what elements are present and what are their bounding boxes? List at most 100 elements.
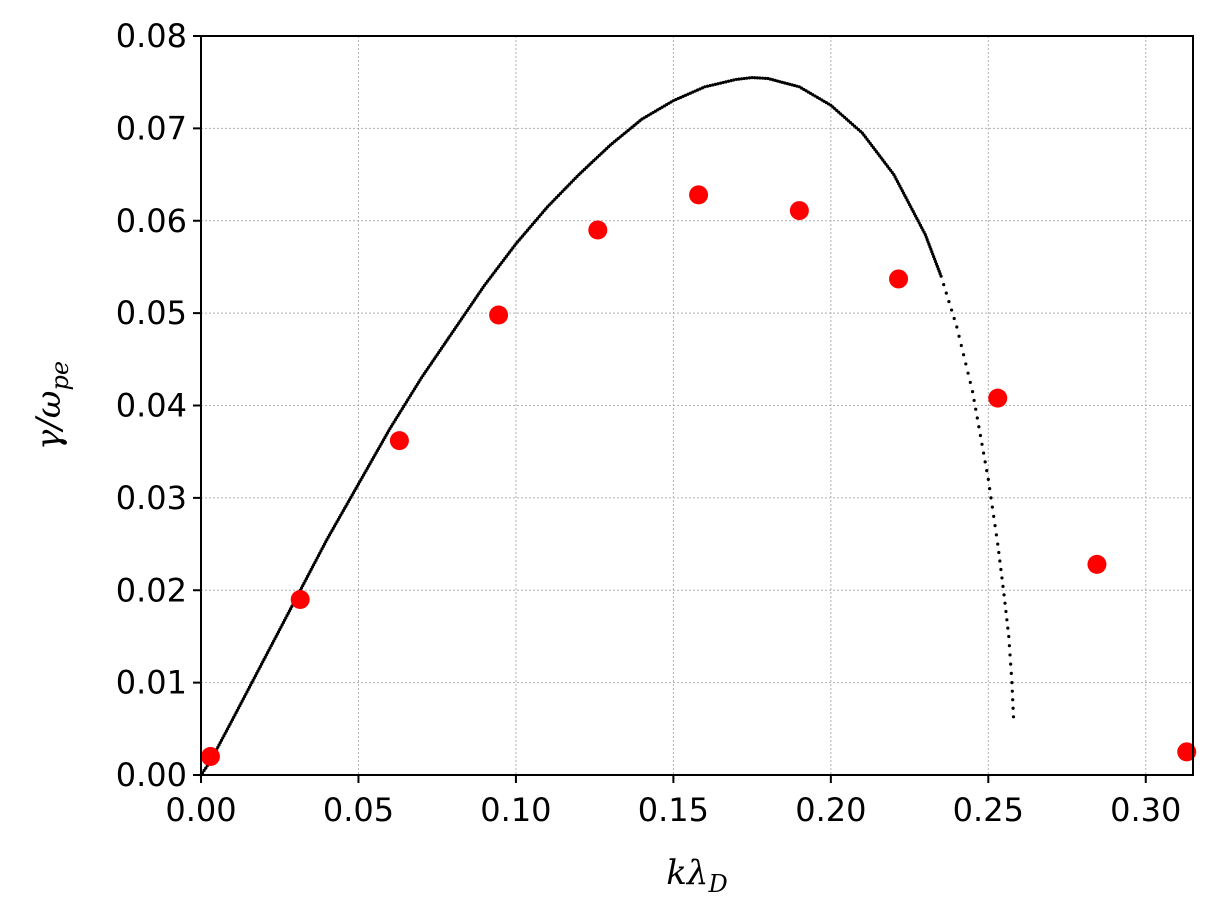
y-tick-label: 0.04 — [116, 387, 187, 425]
curve-point — [935, 264, 939, 268]
curve-point — [1007, 634, 1011, 639]
curve-point — [959, 343, 963, 348]
y-axis-ticks: 0.00 0.01 0.02 0.03 0.04 0.05 0.06 0.07 0.08 — [116, 17, 201, 794]
curve-point — [734, 77, 738, 82]
curve-point — [993, 523, 997, 528]
y-axis-label-main: γ/ω — [29, 391, 69, 451]
y-axis-label-sub: pe — [46, 361, 74, 391]
curve-point — [978, 433, 983, 438]
curve-point — [724, 80, 728, 84]
curve-point — [937, 269, 941, 273]
y-tick-label: 0.01 — [116, 664, 187, 702]
y-tick-label: 0.06 — [116, 202, 187, 240]
curve-point — [705, 84, 710, 88]
curve-point — [686, 92, 690, 96]
curve-point — [939, 274, 943, 278]
curve-point — [1009, 662, 1013, 666]
curve-point — [716, 82, 720, 86]
curve-point — [795, 84, 799, 88]
curve-point — [981, 451, 986, 455]
curve-point — [771, 78, 775, 82]
curve-point — [713, 82, 717, 86]
curve-point — [758, 76, 762, 80]
curve-point — [1009, 671, 1013, 675]
curve-point — [681, 94, 685, 98]
curve-point — [683, 93, 688, 97]
curve-point — [936, 267, 940, 271]
curve-point — [202, 768, 206, 772]
curve-point — [726, 79, 731, 83]
x-tick-label: 0.25 — [953, 791, 1024, 829]
curve-point — [942, 283, 946, 287]
curve-point — [676, 96, 680, 101]
curve-point — [696, 88, 700, 92]
curve-point — [986, 477, 990, 481]
curve-point — [999, 567, 1003, 572]
curve-point — [691, 90, 695, 94]
curve-point — [927, 242, 931, 246]
curve-point — [780, 80, 784, 84]
curve-point — [1008, 653, 1012, 657]
curve-point — [204, 766, 208, 770]
y-axis-label: γ/ωpe — [29, 361, 74, 450]
data-point — [489, 305, 509, 325]
data-point — [689, 185, 709, 205]
curve-point — [980, 442, 984, 446]
curve-point — [775, 79, 780, 83]
curve-point — [994, 533, 998, 537]
curve-point — [928, 245, 932, 249]
curve-point — [938, 272, 942, 276]
curve-point — [932, 257, 937, 261]
curve-point — [1010, 681, 1014, 685]
y-tick-label: 0.07 — [116, 109, 187, 147]
curve-point — [763, 76, 767, 80]
curve-point — [768, 77, 772, 81]
y-tick-label: 0.05 — [116, 294, 187, 332]
curve-point — [693, 89, 697, 93]
curve-point — [679, 95, 683, 100]
grid-lines — [201, 36, 1193, 775]
curve-point — [1011, 698, 1015, 702]
curve-point — [745, 76, 749, 80]
curve-point — [966, 371, 970, 375]
curve-point — [947, 299, 951, 304]
curve-point — [778, 80, 782, 84]
curve-point — [972, 398, 976, 403]
curve-point — [721, 80, 725, 85]
x-axis-ticks: 0.00 0.05 0.10 0.15 0.20 0.25 0.30 — [165, 775, 1181, 829]
curve-point — [737, 77, 741, 81]
y-tick-label: 0.08 — [116, 17, 187, 55]
curve-point — [1000, 576, 1004, 580]
curve-point — [708, 83, 712, 88]
x-tick-label: 0.20 — [795, 791, 866, 829]
data-point — [389, 431, 409, 451]
curve-point — [975, 416, 979, 420]
curve-point — [968, 380, 972, 385]
curve-point — [1006, 626, 1010, 630]
curve-point — [929, 247, 933, 251]
curve-point — [990, 505, 994, 509]
curve-point — [747, 76, 752, 80]
curve-point — [998, 559, 1002, 563]
curve-point — [974, 407, 978, 411]
curve-point — [671, 99, 675, 103]
curve-point — [688, 91, 692, 95]
x-tick-label: 0.00 — [165, 791, 236, 829]
x-axis-label-main: kλ — [666, 853, 708, 893]
curve-point — [985, 469, 989, 473]
curve-point — [783, 81, 787, 85]
curve-point — [753, 76, 757, 80]
data-point — [1087, 554, 1107, 574]
curve-point — [970, 390, 975, 394]
curve-point — [1004, 609, 1008, 614]
x-tick-label: 0.05 — [323, 791, 394, 829]
curve-point — [755, 76, 759, 80]
curve-point — [924, 235, 928, 239]
curve-point — [952, 316, 956, 321]
data-point — [200, 747, 220, 767]
y-tick-label: 0.03 — [116, 479, 187, 517]
curve-point — [1007, 644, 1012, 648]
curve-point — [934, 262, 939, 266]
curve-point — [949, 308, 954, 312]
